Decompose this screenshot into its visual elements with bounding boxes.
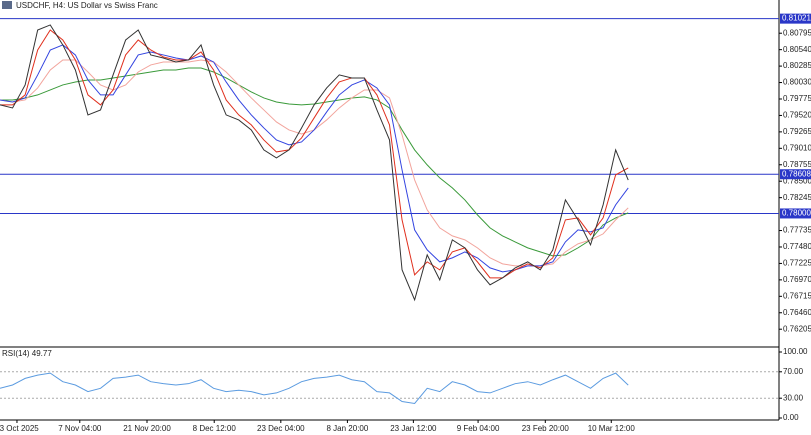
- level-label-box: [780, 13, 811, 24]
- x-tick-label: 9 Feb 04:00: [457, 424, 500, 433]
- level-label: 0.78608: [782, 169, 811, 178]
- x-tick-label: 23 Jan 12:00: [390, 424, 437, 433]
- level-label-box: [780, 208, 811, 219]
- y-tick-label: 0.78755: [783, 160, 811, 169]
- y-tick-label: 100.00: [783, 347, 808, 356]
- y-tick-label: 0.77735: [783, 226, 811, 235]
- x-tick-label: 8 Jan 20:00: [327, 424, 369, 433]
- y-tick-label: 0.80540: [783, 45, 811, 54]
- level-label: 0.78000: [782, 209, 811, 218]
- y-tick-label: 0.80030: [783, 78, 811, 87]
- y-tick-label: 0.76460: [783, 308, 811, 317]
- y-tick-label: 0.80795: [783, 28, 811, 37]
- y-tick-label: 0.76715: [783, 291, 811, 300]
- y-tick-label: 0.78245: [783, 193, 811, 202]
- y-tick-label: 70.00: [783, 367, 804, 376]
- y-tick-label: 0.79775: [783, 94, 811, 103]
- x-tick-label: 21 Nov 20:00: [123, 424, 171, 433]
- x-tick-label: 23 Oct 2025: [0, 424, 39, 433]
- level-label-box: [780, 169, 811, 180]
- chart-title: USDCHF, H4: US Dollar vs Swiss Franc: [16, 1, 158, 10]
- x-tick-label: 8 Dec 12:00: [193, 424, 237, 433]
- level-label: 0.81021: [782, 14, 811, 23]
- series-line: [0, 67, 629, 257]
- y-tick-label: 0.77480: [783, 242, 811, 251]
- x-tick-label: 7 Nov 04:00: [58, 424, 102, 433]
- symbol-icon: [2, 1, 12, 9]
- series-line: [0, 24, 629, 302]
- x-tick-label: 23 Feb 20:00: [522, 424, 570, 433]
- y-tick-label: 0.00: [783, 413, 799, 422]
- y-tick-label: 0.76205: [783, 324, 811, 333]
- y-tick-label: 0.78500: [783, 176, 811, 185]
- x-tick-label: 10 Mar 12:00: [588, 424, 636, 433]
- y-tick-label: 0.79520: [783, 111, 811, 120]
- y-tick-label: 0.77225: [783, 259, 811, 268]
- rsi-title: RSI(14) 49.77: [2, 349, 52, 358]
- y-tick-label: 0.80285: [783, 61, 811, 70]
- y-tick-label: 0.79010: [783, 143, 811, 152]
- x-tick-label: 23 Dec 04:00: [257, 424, 305, 433]
- y-tick-label: 0.79265: [783, 127, 811, 136]
- series-line: [0, 372, 629, 405]
- y-tick-label: 30.00: [783, 393, 804, 402]
- series-line: [0, 29, 629, 279]
- y-tick-label: 0.76970: [783, 275, 811, 284]
- series-line: [0, 44, 629, 273]
